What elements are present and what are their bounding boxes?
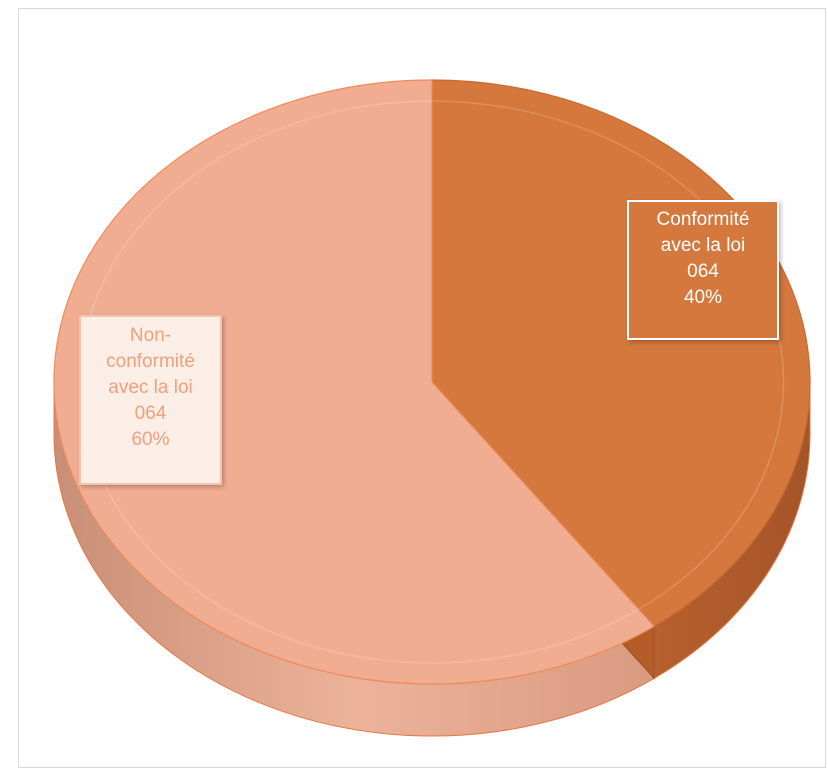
label-line: conformité — [106, 351, 195, 372]
label-line: Non- — [129, 325, 172, 346]
label-line: Conformité — [656, 209, 750, 230]
label-line: avec la loi — [108, 377, 193, 398]
label-line: 064 — [687, 261, 719, 282]
data-label-conformite: Conformité avec la loi 064 40% — [627, 200, 779, 340]
data-label-non-conformite: Non- conformité avec la loi 064 60% — [79, 315, 222, 485]
label-line: avec la loi — [660, 235, 746, 256]
label-percent: 40% — [683, 287, 723, 308]
label-percent: 60% — [131, 429, 170, 450]
pie-slice-1 — [53, 79, 656, 685]
label-line: 064 — [134, 403, 167, 424]
